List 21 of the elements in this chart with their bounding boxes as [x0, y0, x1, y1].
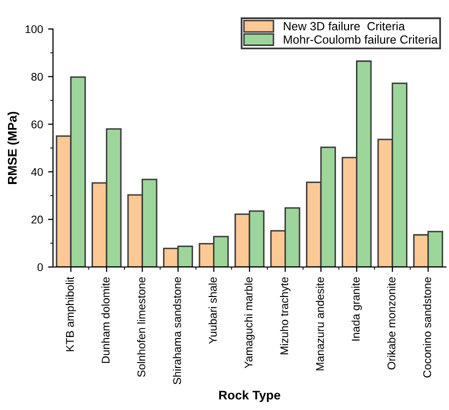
x-tick-label: Yamaguchi marble [244, 277, 255, 368]
x-tick-label: Yuubari shale [208, 277, 217, 344]
y-tick-label: 100 [26, 25, 43, 34]
y-tick-label: 20 [31, 216, 43, 224]
y-tick-label: 80 [31, 72, 43, 81]
x-tick-label: Dunham dolomite [101, 277, 110, 363]
x-axis-title: Rock Type [219, 390, 280, 402]
legend-label: New 3D failure Criteria [284, 22, 405, 30]
y-axis-title: RMSE (MPa) [8, 112, 20, 184]
x-tick-label: Shirahama sandstone [172, 277, 182, 384]
legend-label: Mohr-Coulomb failure Criteria [284, 35, 438, 44]
x-tick-label: Inada granite [352, 277, 362, 341]
y-tick-label: 40 [31, 168, 43, 176]
y-tick-label: 0 [38, 263, 43, 272]
x-tick-label: Solnhofen limestone [137, 277, 146, 377]
x-tick-label: Manazuru andesite [316, 277, 324, 370]
x-tick-label: Orikabe monzonite [387, 277, 396, 370]
x-tick-label: KTB amphibolit [66, 276, 76, 352]
y-tick-label: 60 [31, 120, 43, 128]
x-tick-label: Mizuho trachyte [280, 277, 290, 354]
x-tick-label: Coconino sandstone [422, 277, 432, 378]
